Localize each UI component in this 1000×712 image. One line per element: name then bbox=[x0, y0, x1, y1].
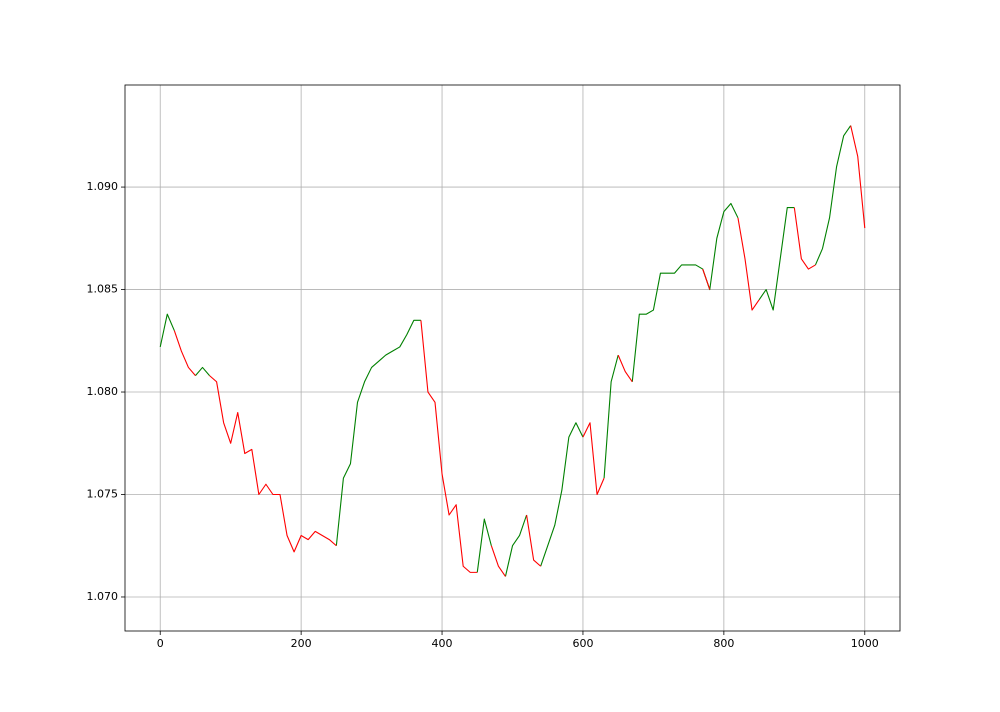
grid-layer bbox=[125, 85, 900, 631]
line-layer bbox=[159, 125, 866, 577]
x-tick-label: 0 bbox=[157, 637, 164, 650]
y-tick-label: 1.090 bbox=[87, 180, 119, 193]
line-segment bbox=[702, 268, 711, 290]
line-segment bbox=[631, 202, 739, 382]
line-segment bbox=[793, 207, 816, 270]
line-segment bbox=[617, 354, 633, 383]
x-tick-label: 200 bbox=[291, 637, 312, 650]
line-segment bbox=[814, 125, 852, 266]
x-tick-label: 400 bbox=[432, 637, 453, 650]
line-segment bbox=[335, 319, 421, 546]
line-segment bbox=[209, 375, 337, 553]
x-tick-label: 800 bbox=[713, 637, 734, 650]
line-segment bbox=[504, 514, 528, 577]
line-segment bbox=[737, 217, 760, 311]
y-tick-label: 1.070 bbox=[87, 590, 119, 603]
line-segment bbox=[582, 422, 605, 496]
line-segment bbox=[850, 125, 866, 229]
line-segment bbox=[173, 330, 196, 376]
line-segment bbox=[420, 320, 478, 573]
y-tick-label: 1.085 bbox=[87, 283, 119, 296]
line-segment bbox=[540, 422, 584, 567]
tick-layer: 0 200 400 600 800 1000 1.070 1.075 1.080 1.085 1.0… bbox=[87, 180, 879, 650]
y-tick-label: 1.075 bbox=[87, 488, 119, 501]
line-segment bbox=[603, 354, 619, 479]
plot-frame bbox=[124, 84, 901, 632]
line-segment bbox=[195, 366, 210, 376]
line-segment bbox=[490, 545, 506, 577]
x-tick-label: 600 bbox=[572, 637, 593, 650]
line-segment bbox=[476, 518, 492, 573]
line-segment bbox=[159, 313, 175, 348]
line-segment bbox=[758, 207, 795, 311]
x-tick-label: 1000 bbox=[851, 637, 879, 650]
line-segment bbox=[526, 514, 542, 567]
y-tick-label: 1.080 bbox=[87, 385, 119, 398]
